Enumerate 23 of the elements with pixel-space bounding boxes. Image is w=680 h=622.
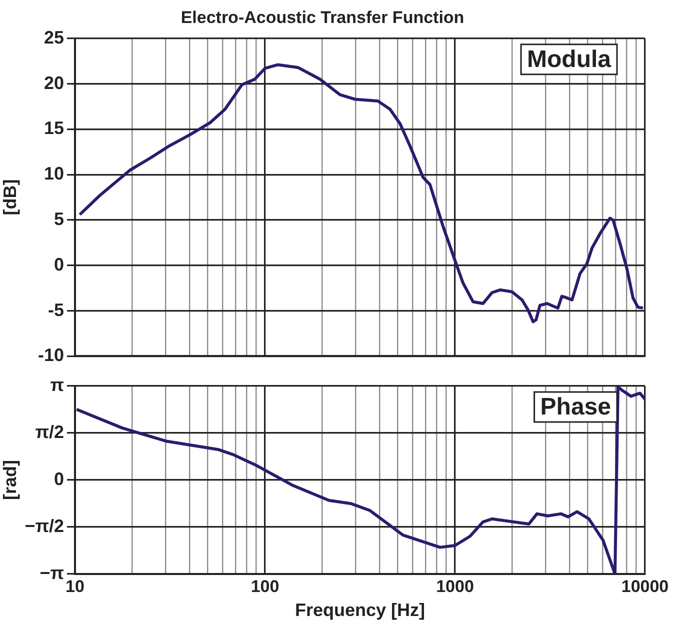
y-tick-label: 20 [44,72,64,93]
y-axis-title: [dB] [0,179,20,216]
y-tick-label: 0 [54,468,64,489]
y-tick-label: 25 [44,27,64,48]
y-tick-label: −π/2 [24,516,64,536]
y-tick-label: π [50,374,64,395]
y-tick-label: -5 [48,300,64,320]
x-axis-title: Frequency [Hz] [294,600,426,620]
y-tick-label: 10 [44,164,64,184]
y-axis-title: [rad] [0,460,20,500]
x-tick-label: 10 [66,576,84,596]
y-tick-label: 15 [44,118,64,138]
y-tick-label: 5 [54,208,64,229]
y-tick-label: π/2 [35,422,64,442]
chart-title: Electro-Acoustic Transfer Function [180,8,464,27]
y-tick-label: -10 [38,345,64,366]
y-tick-label: −π [40,562,64,583]
y-tick-label: 0 [54,254,64,274]
annotation: Phase [540,394,612,421]
x-tick-label: 100 [250,576,280,596]
annotation: Modula [527,46,612,74]
x-tick-label: 10000 [621,576,669,596]
x-tick-label: 1000 [436,576,474,596]
